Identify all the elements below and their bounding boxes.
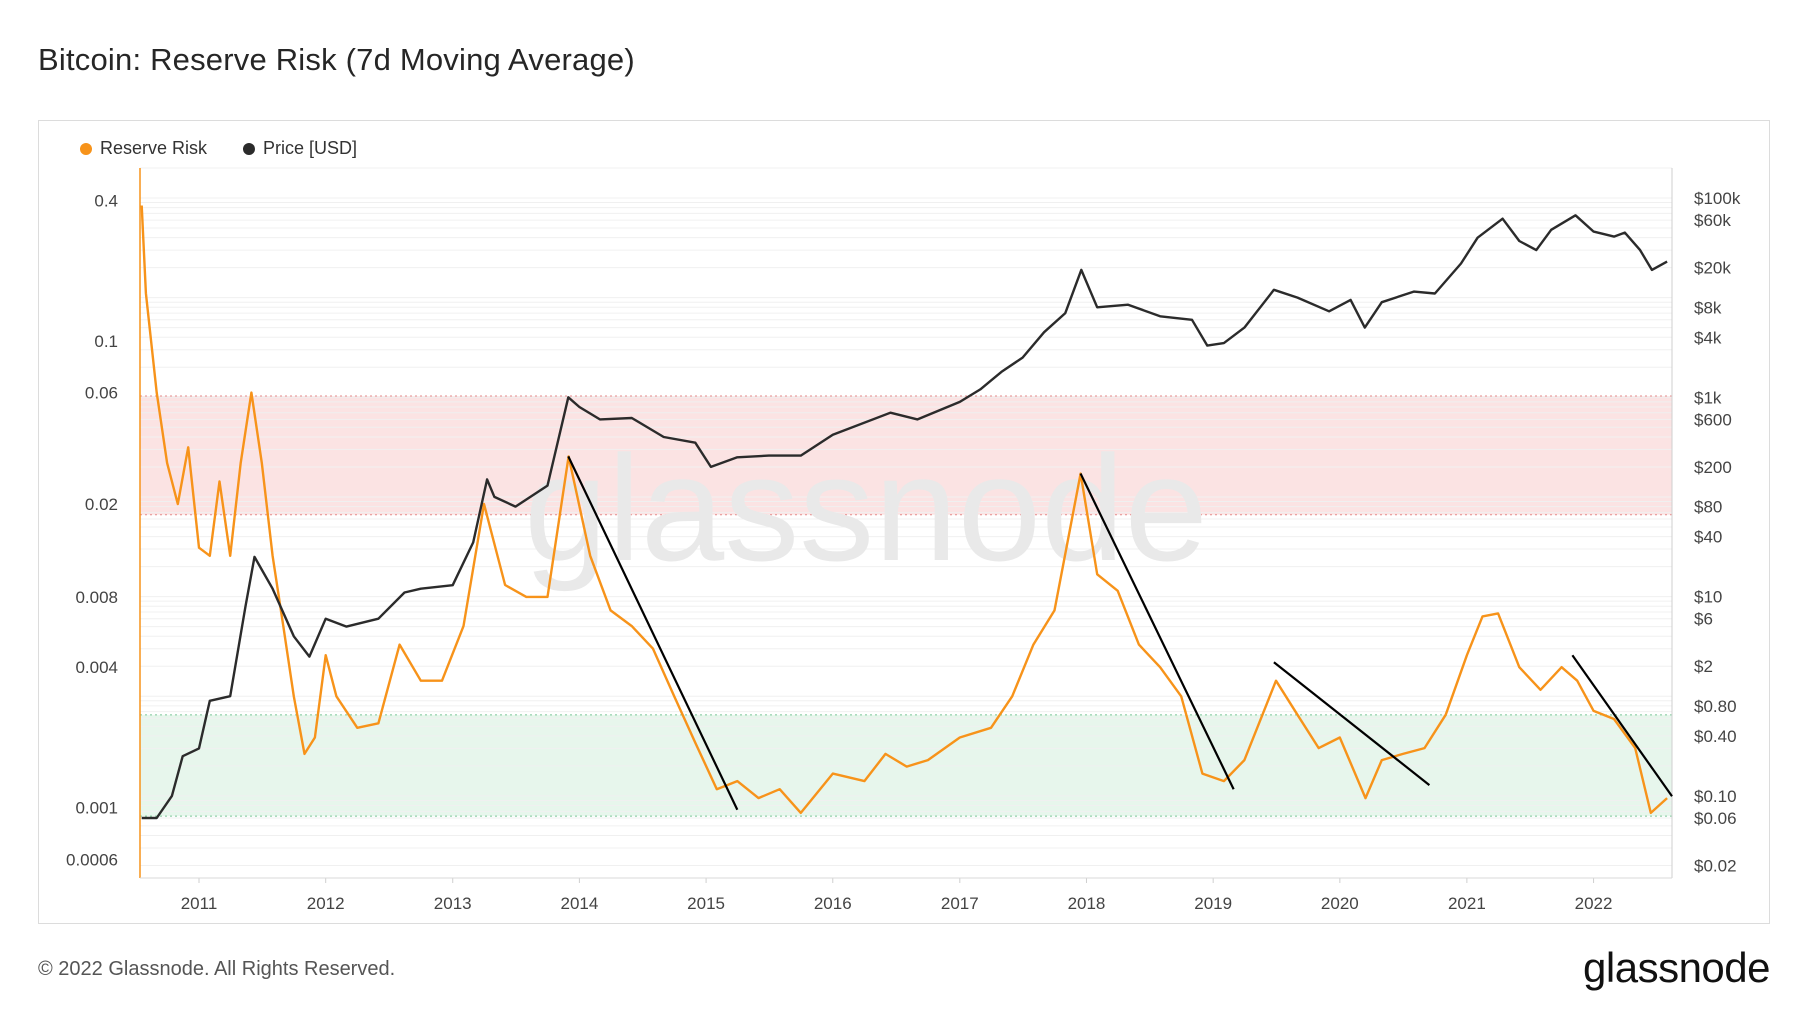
right-tick-label: $0.40 <box>1694 727 1737 746</box>
right-tick-label: $0.02 <box>1694 857 1737 876</box>
right-tick-label: $2 <box>1694 657 1713 676</box>
left-tick-label: 0.4 <box>94 191 118 210</box>
left-tick-label: 0.06 <box>85 384 118 403</box>
x-tick-label: 2011 <box>181 894 218 913</box>
right-tick-label: $20k <box>1694 259 1731 278</box>
x-tick-label: 2016 <box>814 894 852 913</box>
right-tick-label: $40 <box>1694 528 1722 547</box>
x-tick-label: 2013 <box>434 894 472 913</box>
right-tick-label: $1k <box>1694 388 1722 407</box>
left-tick-label: 0.02 <box>85 495 118 514</box>
x-tick-label: 2018 <box>1068 894 1106 913</box>
page-title: Bitcoin: Reserve Risk (7d Moving Average… <box>38 42 635 77</box>
x-tick-label: 2020 <box>1321 894 1359 913</box>
chart-legend: Reserve Risk Price [USD] <box>80 138 357 159</box>
right-tick-label: $6 <box>1694 610 1713 629</box>
brand-logo: glassnode <box>1583 944 1770 991</box>
x-tick-label: 2021 <box>1448 894 1486 913</box>
right-tick-label: $80 <box>1694 498 1722 517</box>
right-tick-label: $0.10 <box>1694 787 1737 806</box>
right-tick-label: $0.06 <box>1694 809 1737 828</box>
right-tick-label: $600 <box>1694 410 1732 429</box>
right-tick-label: $0.80 <box>1694 697 1737 716</box>
legend-label-price: Price [USD] <box>263 138 358 158</box>
trend-line-annotation <box>1079 473 1235 790</box>
trend-line-annotation <box>1273 661 1431 786</box>
left-tick-label: 0.0006 <box>66 851 118 870</box>
price-line <box>141 214 1668 820</box>
reserve-risk-legend-dot <box>80 142 92 155</box>
trend-line-annotation <box>1571 654 1673 797</box>
right-tick-label: $8k <box>1694 298 1722 317</box>
copyright-text: © 2022 Glassnode. All Rights Reserved. <box>38 958 396 980</box>
right-tick-label: $10 <box>1694 588 1722 607</box>
left-tick-label: 0.004 <box>75 658 118 677</box>
legend-item-price[interactable]: Price [USD] <box>243 138 357 159</box>
right-tick-label: $60k <box>1694 211 1731 230</box>
legend-label-reserve-risk: Reserve Risk <box>100 138 208 158</box>
trend-line-annotation <box>567 455 739 811</box>
left-tick-label: 0.1 <box>94 332 118 351</box>
x-tick-label: 2012 <box>307 894 345 913</box>
watermark: glassnode <box>524 424 1208 592</box>
legend-item-reserve-risk[interactable]: Reserve Risk <box>80 138 207 159</box>
x-tick-label: 2015 <box>687 894 725 913</box>
x-tick-label: 2019 <box>1194 894 1232 913</box>
chart-panel <box>38 120 1770 924</box>
x-tick-label: 2022 <box>1575 894 1613 913</box>
right-tick-label: $4k <box>1694 328 1722 347</box>
x-tick-label: 2017 <box>941 894 979 913</box>
left-tick-label: 0.008 <box>75 588 118 607</box>
reserve-risk-line <box>140 205 1668 815</box>
x-tick-label: 2014 <box>560 894 598 913</box>
right-tick-label: $200 <box>1694 458 1732 477</box>
right-tick-label: $100k <box>1694 189 1741 208</box>
left-tick-label: 0.001 <box>75 799 118 818</box>
price-legend-dot <box>243 142 256 155</box>
